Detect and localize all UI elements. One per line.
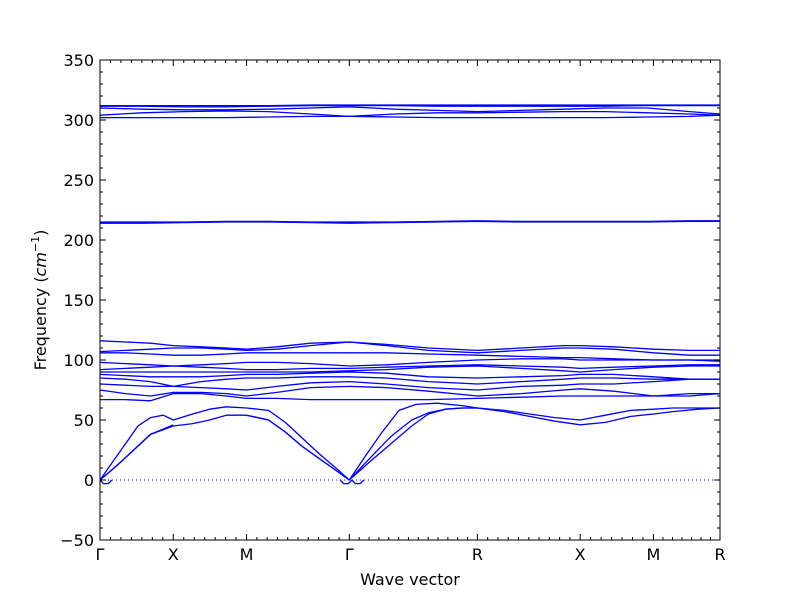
- band-line-28: [99, 340, 720, 352]
- band-line-11: [348, 402, 478, 481]
- band-line-31: [100, 114, 721, 119]
- band-line-10: [348, 407, 478, 481]
- band-line-2: [99, 425, 174, 481]
- band-line-12: [477, 407, 581, 426]
- band-line-22: [99, 371, 720, 380]
- y-axis-label-text: Frequency (: [31, 276, 50, 370]
- x-tick-label: M: [240, 545, 254, 564]
- y-axis-label-exponent: −1: [29, 236, 42, 252]
- band-line-23: [100, 365, 720, 373]
- y-axis-label-unit: cm: [31, 252, 50, 276]
- plot-frame: [99, 59, 721, 541]
- band-line-30: [100, 220, 720, 223]
- y-tick-label: 200: [63, 231, 94, 250]
- y-tick-label: 350: [63, 51, 94, 70]
- x-axis-label: Wave vector: [360, 570, 460, 589]
- band-line-34: [100, 104, 720, 108]
- band-line-37: [339, 479, 353, 485]
- band-line-21: [99, 376, 720, 388]
- y-tick-label: 0: [84, 471, 94, 490]
- band-line-32: [99, 110, 721, 118]
- x-tick-label: Γ: [96, 545, 105, 564]
- y-tick-label: 50: [74, 411, 94, 430]
- phonon-bands: [99, 104, 721, 485]
- band-line-1: [99, 414, 174, 481]
- band-line-33: [99, 106, 721, 115]
- band-line-19: [99, 385, 721, 397]
- y-axis: −50 0 50 100 150 200 250 300 350: [60, 51, 720, 550]
- band-line-35: [100, 104, 720, 107]
- y-axis-label: Frequency (cm−1): [29, 230, 50, 371]
- y-tick-label: 150: [63, 291, 94, 310]
- band-line-14: [580, 413, 654, 426]
- x-tick-label: R: [714, 545, 725, 564]
- y-tick-label: 300: [63, 111, 94, 130]
- y-tick-label: 250: [63, 171, 94, 190]
- band-line-18: [100, 392, 720, 402]
- band-line-38: [351, 479, 365, 485]
- band-line-9: [348, 407, 478, 481]
- band-line-4: [173, 406, 247, 421]
- band-line-17: [653, 407, 720, 410]
- band-line-26: [100, 352, 721, 362]
- x-tick-label: Γ: [345, 545, 354, 564]
- band-line-25: [99, 358, 720, 367]
- band-line-6: [246, 407, 350, 481]
- band-line-36: [99, 479, 113, 485]
- band-line-3: [99, 424, 174, 481]
- y-axis-label-close: ): [31, 230, 50, 236]
- band-line-15: [580, 408, 654, 421]
- band-line-13: [477, 407, 581, 421]
- band-line-8: [246, 414, 350, 481]
- x-tick-label: R: [472, 545, 483, 564]
- x-tick-label: X: [575, 545, 586, 564]
- x-tick-label: X: [168, 545, 179, 564]
- band-line-7: [246, 414, 350, 481]
- plot-area: [99, 59, 721, 541]
- band-line-5: [173, 414, 247, 427]
- y-tick-label: 100: [63, 351, 94, 370]
- band-line-20: [99, 378, 720, 391]
- y-tick-label: −50: [60, 531, 94, 550]
- x-tick-label: M: [647, 545, 661, 564]
